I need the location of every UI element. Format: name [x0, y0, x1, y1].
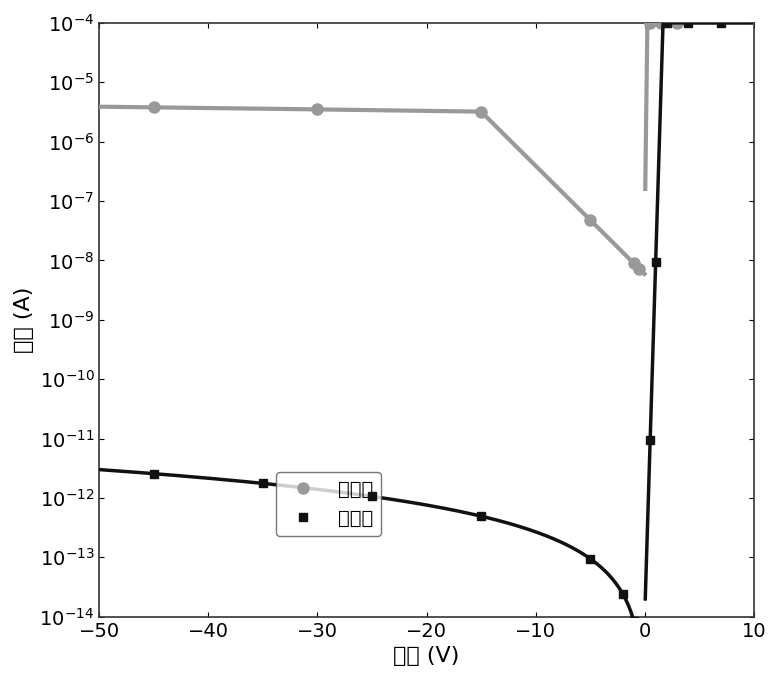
Line: 暗电流: 暗电流: [150, 469, 647, 680]
Y-axis label: 电流 (A): 电流 (A): [14, 286, 34, 353]
X-axis label: 电压 (V): 电压 (V): [393, 646, 459, 666]
暗电流: [149, 470, 158, 478]
暗电流: [367, 492, 377, 500]
光电流: [313, 105, 322, 114]
光电流: [149, 103, 158, 112]
Legend: 光电流, 暗电流: 光电流, 暗电流: [275, 473, 381, 536]
暗电流: [477, 512, 486, 520]
光电流: [635, 265, 644, 273]
光电流: [477, 107, 486, 116]
暗电流: [629, 617, 639, 625]
暗电流: [635, 644, 644, 652]
暗电流: [619, 590, 628, 598]
暗电流: [586, 555, 595, 563]
暗电流: [258, 479, 268, 488]
暗电流: [636, 664, 646, 672]
Line: 光电流: 光电流: [148, 102, 645, 274]
光电流: [586, 216, 595, 224]
光电流: [629, 259, 639, 267]
